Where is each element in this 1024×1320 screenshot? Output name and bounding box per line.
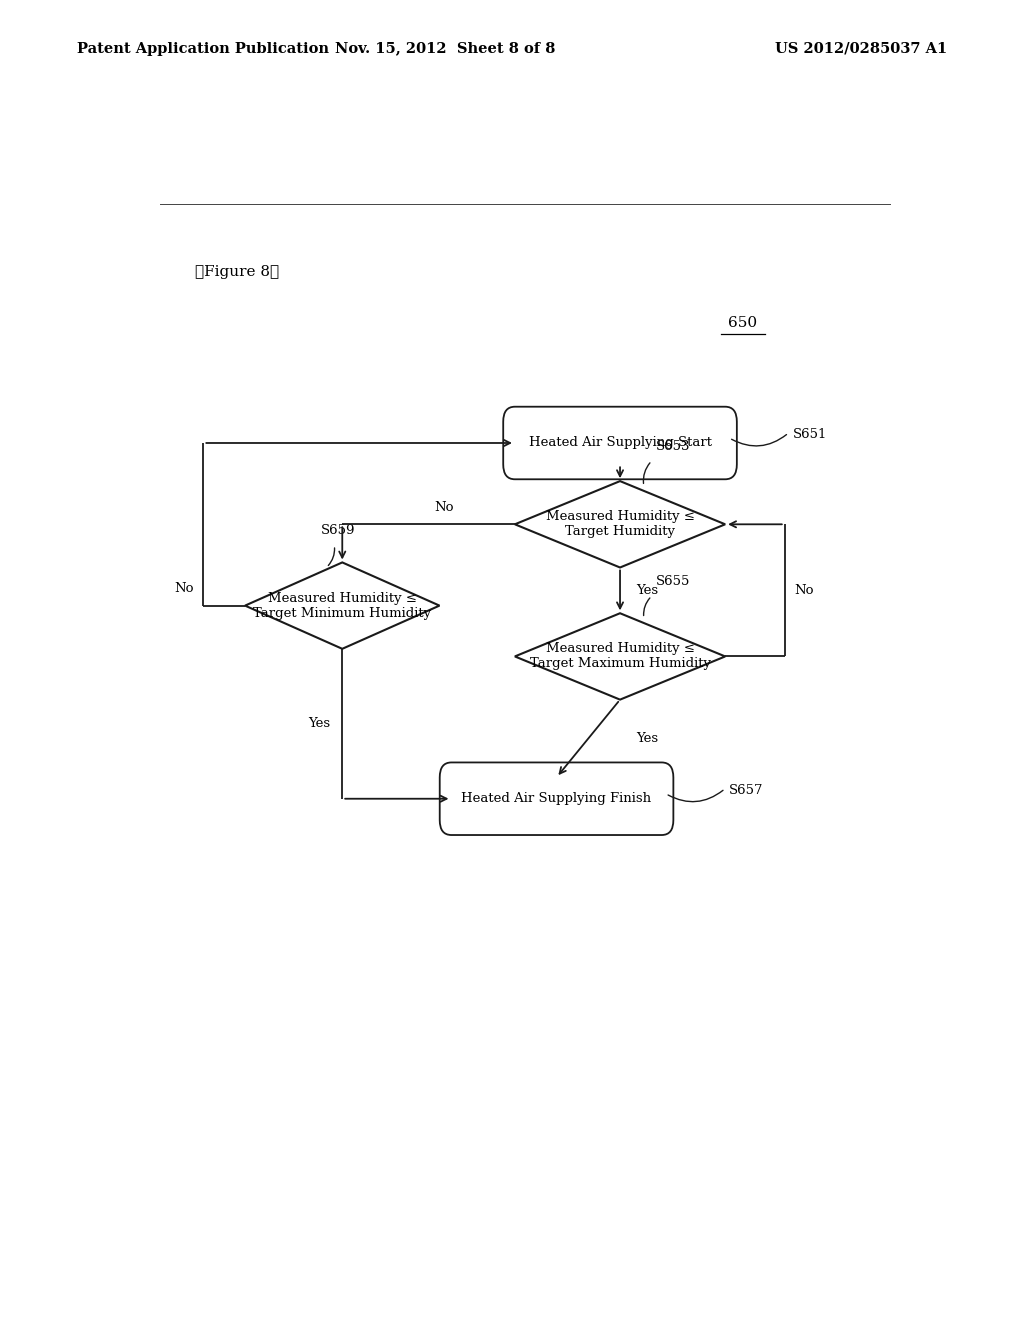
Text: Patent Application Publication: Patent Application Publication: [77, 41, 329, 55]
Text: S651: S651: [793, 429, 827, 441]
Text: Measured Humidity ≤
Target Maximum Humidity: Measured Humidity ≤ Target Maximum Humid…: [529, 643, 711, 671]
Polygon shape: [515, 614, 725, 700]
Text: Yes: Yes: [308, 717, 331, 730]
Text: S653: S653: [655, 440, 690, 453]
Text: Nov. 15, 2012  Sheet 8 of 8: Nov. 15, 2012 Sheet 8 of 8: [335, 41, 556, 55]
Text: US 2012/0285037 A1: US 2012/0285037 A1: [775, 41, 947, 55]
Text: No: No: [795, 583, 814, 597]
Polygon shape: [245, 562, 439, 649]
FancyBboxPatch shape: [503, 407, 737, 479]
FancyBboxPatch shape: [439, 763, 674, 836]
Text: Measured Humidity ≤
Target Humidity: Measured Humidity ≤ Target Humidity: [546, 511, 694, 539]
Text: Yes: Yes: [636, 583, 658, 597]
Text: 650: 650: [728, 315, 758, 330]
Text: Yes: Yes: [636, 733, 658, 744]
Text: S655: S655: [655, 574, 690, 587]
Text: S657: S657: [729, 784, 764, 797]
Text: No: No: [435, 502, 455, 515]
Text: Heated Air Supplying Start: Heated Air Supplying Start: [528, 437, 712, 450]
Text: 【Figure 8】: 【Figure 8】: [196, 265, 280, 279]
Text: Measured Humidity ≤
Target Minimum Humidity: Measured Humidity ≤ Target Minimum Humid…: [253, 591, 431, 619]
Polygon shape: [515, 480, 725, 568]
Text: S659: S659: [322, 524, 355, 537]
Text: No: No: [174, 582, 194, 595]
Text: Heated Air Supplying Finish: Heated Air Supplying Finish: [462, 792, 651, 805]
